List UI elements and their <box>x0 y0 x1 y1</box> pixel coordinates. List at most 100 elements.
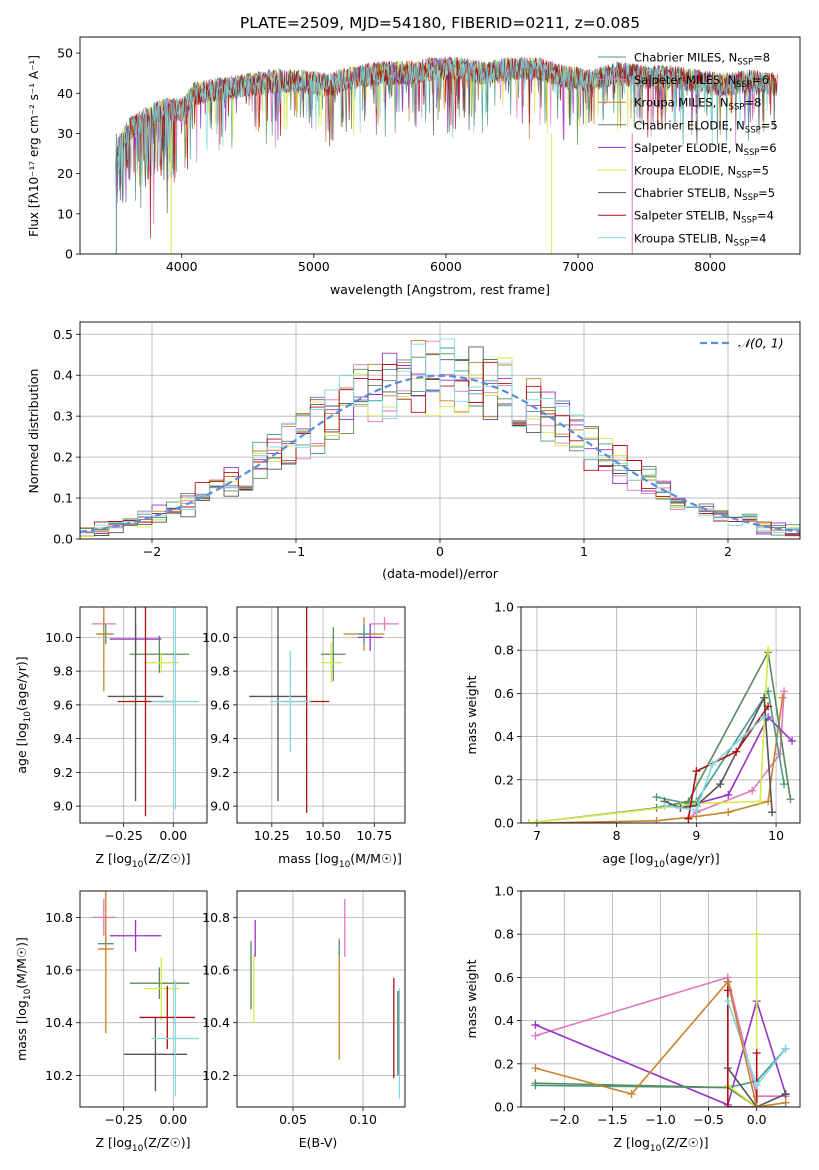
legend-entry: Salpeter STELIB, NSSP=4 <box>634 209 774 226</box>
legend-entry-main: Chabrier MILES, N <box>634 51 737 65</box>
legend-entry-sub: SSP <box>737 58 753 68</box>
figure-title: PLATE=2509, MJD=54180, FIBERID=0211, z=0… <box>240 14 640 32</box>
x-tick-label: −1.5 <box>597 1112 627 1127</box>
weight-marker <box>780 780 789 789</box>
legend-entry-sub: SSP <box>744 148 760 158</box>
weight-marker <box>778 693 787 702</box>
weight-marker <box>531 1064 540 1073</box>
y-tick-label: 0.6 <box>494 686 514 701</box>
weight-marker <box>627 1090 636 1099</box>
legend-entry-sub: SSP <box>741 216 757 226</box>
legend-entry-tail: =8 <box>753 51 770 65</box>
axes-frame <box>79 321 801 540</box>
legend-entry-sub: SSP <box>745 125 761 135</box>
weight-marker <box>760 693 769 702</box>
y-tick-label: 10.6 <box>202 963 230 978</box>
y-tick-label: 0.4 <box>53 368 73 383</box>
weight-marker <box>781 1090 790 1099</box>
axes-frame <box>79 890 208 1108</box>
x-tick-label: 0.00 <box>159 1112 187 1127</box>
legend-entry-tail: =5 <box>752 164 769 178</box>
legend-entry: Kroupa ELODIE, NSSP=5 <box>634 164 769 181</box>
y-tick-label: 10.2 <box>202 1068 230 1083</box>
x-tick-label: −2.0 <box>549 1112 579 1127</box>
legend-entry-main: Salpeter STELIB, N <box>634 209 741 223</box>
axes-frame <box>79 606 208 824</box>
weight-marker <box>723 997 732 1006</box>
y-tick-label: 10.4 <box>45 1015 73 1030</box>
axes-frame <box>79 36 801 255</box>
x-axis-label-sub: 10 <box>132 860 144 870</box>
legend-entry-tail: =5 <box>758 186 775 200</box>
y-tick-label: 0.8 <box>494 927 514 942</box>
legend-entry-main: Kroupa ELODIE, N <box>634 164 736 178</box>
weight-line <box>664 694 773 813</box>
y-tick-label: 9.6 <box>53 697 73 712</box>
x-tick-label: −1.0 <box>645 1112 675 1127</box>
x-axis-label-sub: 10 <box>650 1144 662 1154</box>
x-tick-label: 4000 <box>166 259 198 274</box>
y-tick-label: 0.0 <box>53 532 73 547</box>
x-tick-label: 10.25 <box>254 828 290 843</box>
y-tick-label: 1.0 <box>494 884 514 899</box>
legend-entry-main: Chabrier ELODIE, N <box>634 118 745 132</box>
legend-entry-tail: =6 <box>760 141 777 155</box>
y-tick-label: 0 <box>65 247 73 262</box>
legend-entry-tail: =4 <box>757 209 774 223</box>
weight-marker <box>764 646 773 655</box>
x-axis-label-sub: 10 <box>339 860 351 870</box>
legend-entry: Salpeter ELODIE, NSSP=6 <box>634 141 777 158</box>
y-axis-label: mass weight <box>464 959 479 1038</box>
y-tick-label: 0.8 <box>494 643 514 658</box>
x-tick-label: 6000 <box>430 259 462 274</box>
y-tick-label: 0.4 <box>494 1013 514 1028</box>
y-tick-label: 9.4 <box>53 731 73 746</box>
y-axis-label: Normed distribution <box>26 369 41 494</box>
y-tick-label: 40 <box>57 86 73 101</box>
axes-frame <box>520 890 801 1108</box>
y-tick-label: 9.4 <box>210 731 230 746</box>
plot-area <box>115 56 778 254</box>
weight-marker <box>652 816 661 823</box>
x-axis-label-main: Z [log <box>95 851 131 866</box>
weight-marker <box>531 1020 540 1029</box>
weight-marker <box>764 702 773 711</box>
panel-mass-vs-ebv: 0.05 0.10 10.2 10.4 10.6 10.8 E(B-V) <box>202 890 406 1150</box>
weight-line <box>727 990 758 1107</box>
legend-entry: Kroupa MILES, NSSP=8 <box>634 96 761 113</box>
x-axis-label-tail: (Z/Z☉)] <box>661 1135 708 1150</box>
x-tick-label: 0.05 <box>279 1112 307 1127</box>
y-axis-label-tail: (age/yr)] <box>14 656 29 711</box>
weight-marker <box>723 977 732 986</box>
plot-area <box>250 898 401 1100</box>
legend-entry: 𝒩(0, 1) <box>738 336 784 351</box>
plot-area <box>80 338 800 539</box>
x-tick-label: −0.25 <box>105 828 143 843</box>
legend-entry: Kroupa STELIB, NSSP=4 <box>634 231 766 248</box>
x-axis-label-main: mass [log <box>278 851 339 866</box>
weight-marker <box>684 814 693 823</box>
weight-marker <box>531 1079 540 1088</box>
x-tick-label: 10.75 <box>356 828 392 843</box>
x-tick-label: 0 <box>436 544 444 559</box>
weight-marker <box>760 713 769 722</box>
y-tick-label: 10.0 <box>202 630 230 645</box>
x-tick-label: 2 <box>724 544 732 559</box>
weight-marker <box>752 1103 761 1107</box>
weight-marker <box>692 767 701 776</box>
x-axis-label: Z [log10(Z/Z☉)] <box>613 1135 708 1154</box>
weight-line <box>535 998 787 1106</box>
y-tick-label: 0.1 <box>53 491 73 506</box>
y-axis-label-main: mass [log <box>14 1000 29 1061</box>
plot-area <box>249 607 399 813</box>
x-axis-label: mass [log10(M/M☉)] <box>278 851 402 870</box>
y-tick-label: 9.8 <box>53 664 73 679</box>
y-tick-label: 0.2 <box>494 1056 514 1071</box>
panel-spectrum: 4000 5000 6000 7000 8000 0 10 20 30 40 50 Chabrier … <box>27 36 801 297</box>
y-tick-label: 9.0 <box>53 799 73 814</box>
x-tick-label: 0.00 <box>159 828 187 843</box>
weight-marker <box>752 930 761 939</box>
